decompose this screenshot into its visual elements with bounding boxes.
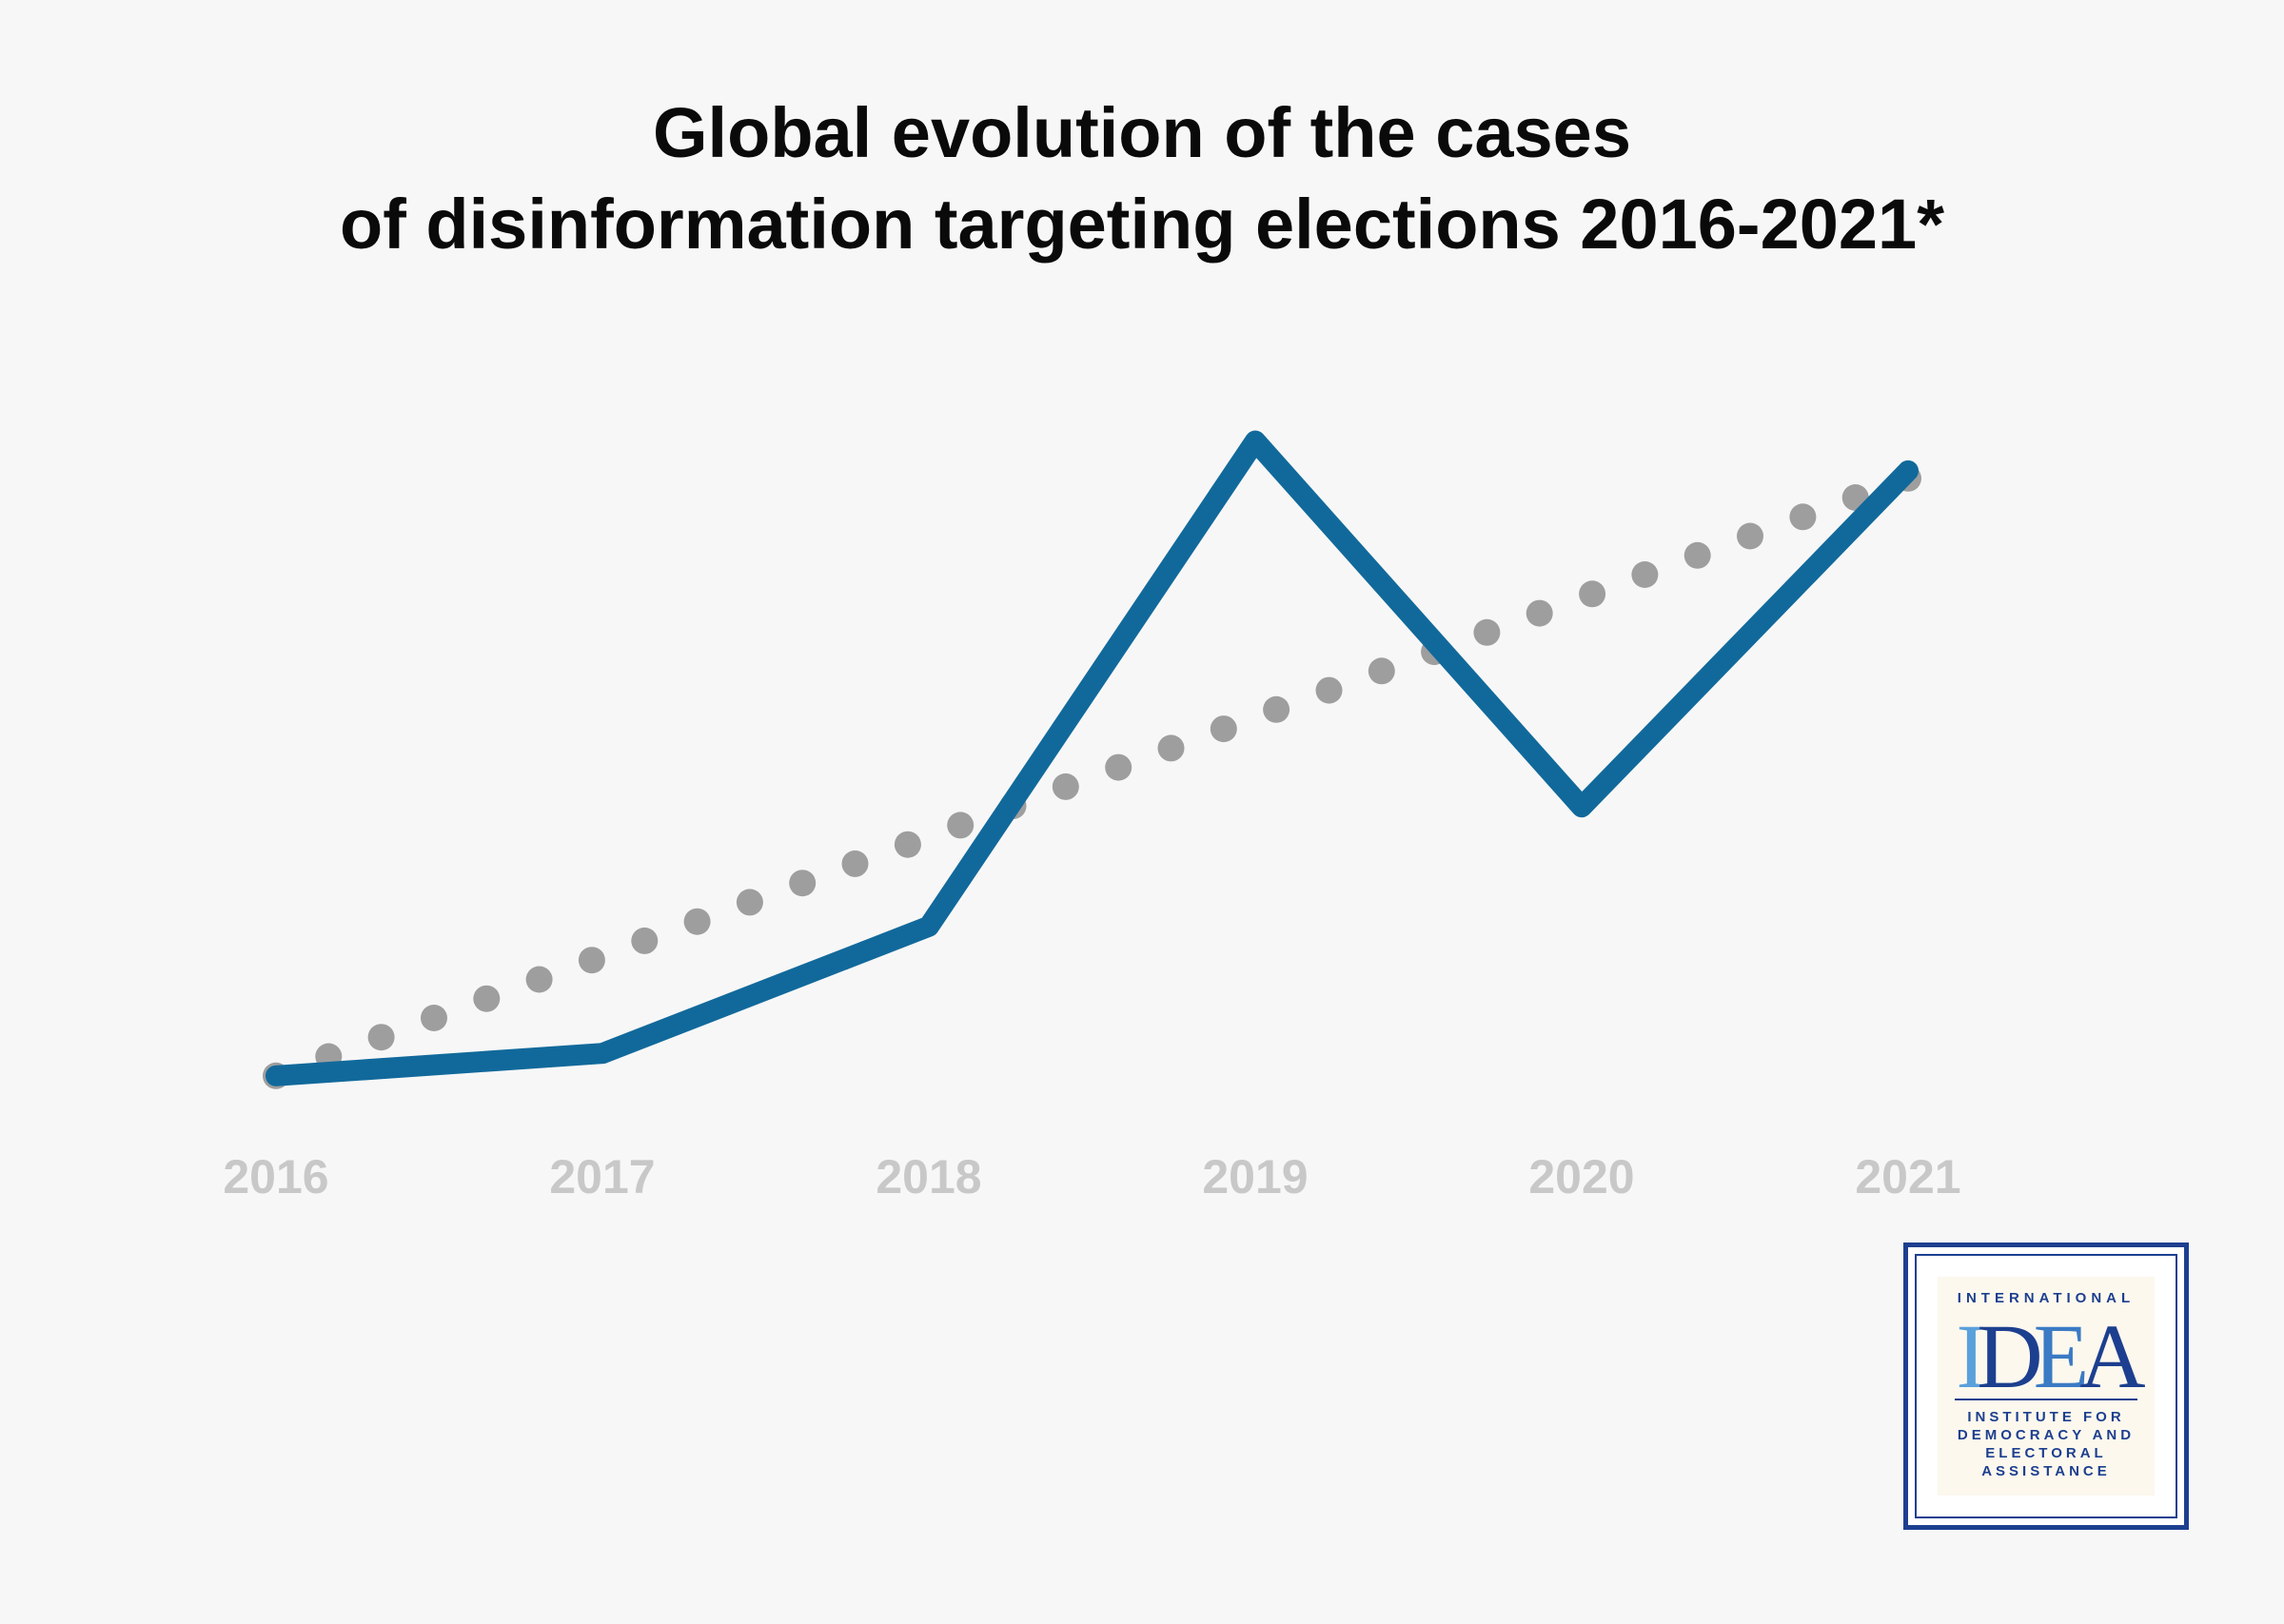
logo-rule [1955,1399,2137,1400]
logo-bottom-line-1: INSTITUTE FOR [1967,1409,2125,1425]
logo-mark-i: I [1956,1305,1986,1407]
idea-logo: INTERNATIONAL IDEA INSTITUTE FOR DEMOCRA… [1903,1242,2189,1530]
trend-line [263,464,1921,1089]
x-tick-label: 2019 [1202,1150,1308,1203]
trend-dot [1315,676,1343,704]
trend-dot [421,1005,447,1031]
trend-dot [736,889,763,916]
trend-dot [1157,734,1185,762]
trend-dot [1210,715,1237,743]
trend-dot [947,812,975,839]
logo-frame: INTERNATIONAL IDEA INSTITUTE FOR DEMOCRA… [1915,1254,2177,1518]
series-line [266,430,1919,1086]
trend-dot [578,947,605,974]
trend-dot [367,1024,395,1051]
x-tick-label: 2020 [1528,1150,1634,1203]
trend-dot [789,870,817,897]
trend-dot [1579,580,1606,608]
chart-title-line-1: Global evolution of the cases [653,93,1631,172]
trend-dot [631,927,659,954]
trend-dot [683,908,711,935]
trend-dot [1368,657,1395,685]
trend-dot [841,850,869,877]
logo-mark-a: A [2079,1305,2145,1407]
chart-title-line-2: of disinformation targeting elections 20… [340,185,1944,264]
x-axis: 2016 2017 2018 2019 2020 2021 [223,1150,1960,1203]
trend-dot [1052,773,1079,800]
trend-dot [1631,561,1659,588]
x-tick-label: 2021 [1855,1150,1960,1203]
logo-card: INTERNATIONAL IDEA INSTITUTE FOR DEMOCRA… [1938,1277,2155,1496]
data-point [601,1052,603,1055]
data-point [1581,806,1583,809]
x-tick-label: 2018 [876,1150,981,1203]
logo-top-text: INTERNATIONAL [1957,1290,2136,1306]
x-tick-label: 2016 [223,1150,328,1203]
trend-dot [525,966,553,993]
data-point [1907,469,1909,472]
logo-bottom-line-3: ELECTORAL [1985,1445,2107,1461]
trend-dot [1737,522,1763,550]
logo-bottom-text: INSTITUTE FOR DEMOCRACY AND ELECTORAL AS… [1938,1408,2155,1480]
logo-bottom-line-2: DEMOCRACY AND [1957,1427,2136,1443]
trend-dot [1683,541,1711,569]
logo-mark-e: E [2033,1305,2090,1407]
trend-dot [1263,695,1290,723]
x-tick-label: 2017 [549,1150,655,1203]
logo-bottom-line-4: ASSISTANCE [1981,1463,2111,1479]
trend-dot [1526,599,1553,627]
chart-title: Global evolution of the cases of disinfo… [0,88,2284,270]
series-polyline [266,430,1919,1086]
data-point [275,1074,277,1077]
trend-dot [473,985,501,1012]
logo-mark: IDEA [1938,1311,2155,1402]
data-point [1254,440,1256,442]
trend-dot [1105,753,1132,781]
trend-dot [894,831,921,858]
trend-dot [1473,618,1501,646]
logo-mark-d: D [1977,1305,2042,1407]
data-point [928,925,930,928]
trend-dot [1789,503,1817,531]
